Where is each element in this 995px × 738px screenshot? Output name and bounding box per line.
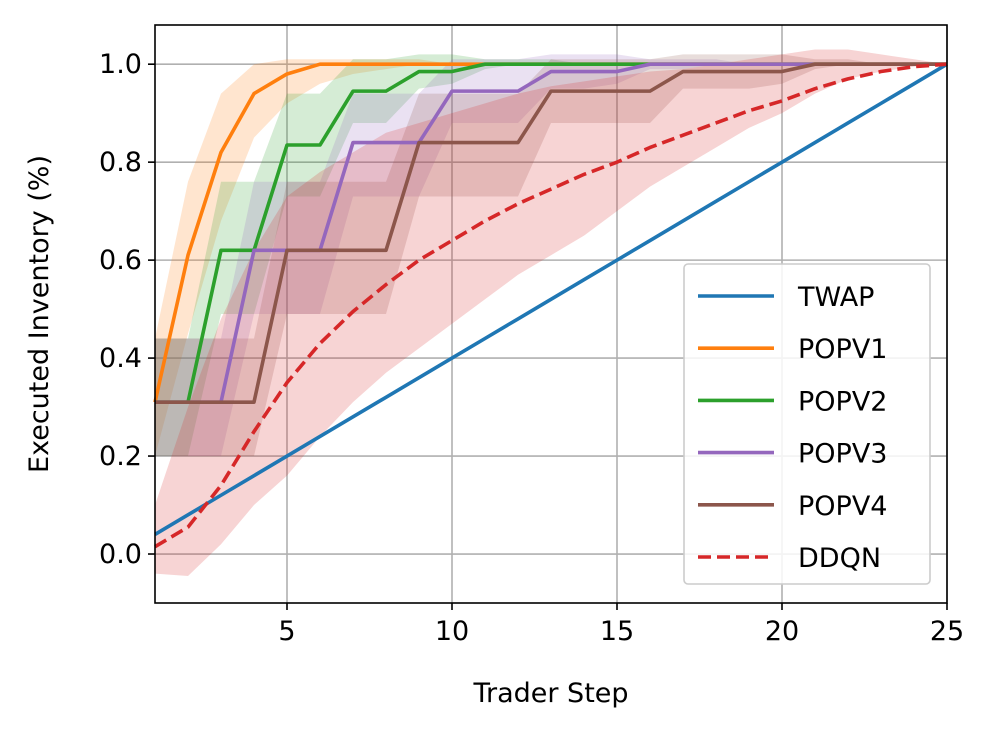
band-popv3 bbox=[155, 54, 947, 457]
series-line-popv4 bbox=[155, 62, 947, 404]
x-tick-label: 10 bbox=[435, 616, 469, 647]
legend-label-twap: TWAP bbox=[797, 282, 874, 313]
y-axis-label: Executed Inventory (%) bbox=[24, 155, 55, 473]
band-popv1 bbox=[155, 59, 947, 457]
y-axis-ticks: 0.0 0.2 0.4 0.6 0.8 1.0 bbox=[99, 49, 155, 570]
y-tick-label: 0.2 bbox=[99, 441, 142, 472]
series-line-twap bbox=[154, 62, 948, 536]
series-line-ddqn bbox=[154, 62, 948, 549]
x-tick-label: 15 bbox=[600, 616, 634, 647]
x-tick-label: 5 bbox=[278, 616, 295, 647]
confidence-bands bbox=[155, 49, 947, 577]
series-lines bbox=[153, 62, 948, 549]
legend-label-popv3: POPV3 bbox=[798, 439, 887, 470]
legend-label-ddqn: DDQN bbox=[798, 543, 881, 574]
x-tick-label: 25 bbox=[930, 616, 964, 647]
band-popv4 bbox=[155, 54, 947, 457]
y-tick-label: 0.4 bbox=[99, 343, 142, 374]
legend-label-popv4: POPV4 bbox=[798, 491, 887, 522]
band-ddqn bbox=[155, 49, 947, 577]
y-tick-label: 0.6 bbox=[99, 245, 142, 276]
legend-label-popv1: POPV1 bbox=[798, 334, 887, 365]
y-tick-label: 1.0 bbox=[99, 49, 142, 80]
legend: TWAP POPV1 POPV2 POPV3 POPV4 DDQN bbox=[683, 263, 931, 585]
plot-frame bbox=[154, 24, 948, 604]
y-tick-label: 0.0 bbox=[99, 539, 142, 570]
x-axis-ticks: 5 10 15 20 25 bbox=[278, 603, 964, 647]
y-tick-label: 0.8 bbox=[99, 147, 142, 178]
legend-label-popv2: POPV2 bbox=[798, 386, 887, 417]
x-tick-label: 20 bbox=[765, 616, 799, 647]
x-axis-label: Trader Step bbox=[472, 678, 628, 709]
